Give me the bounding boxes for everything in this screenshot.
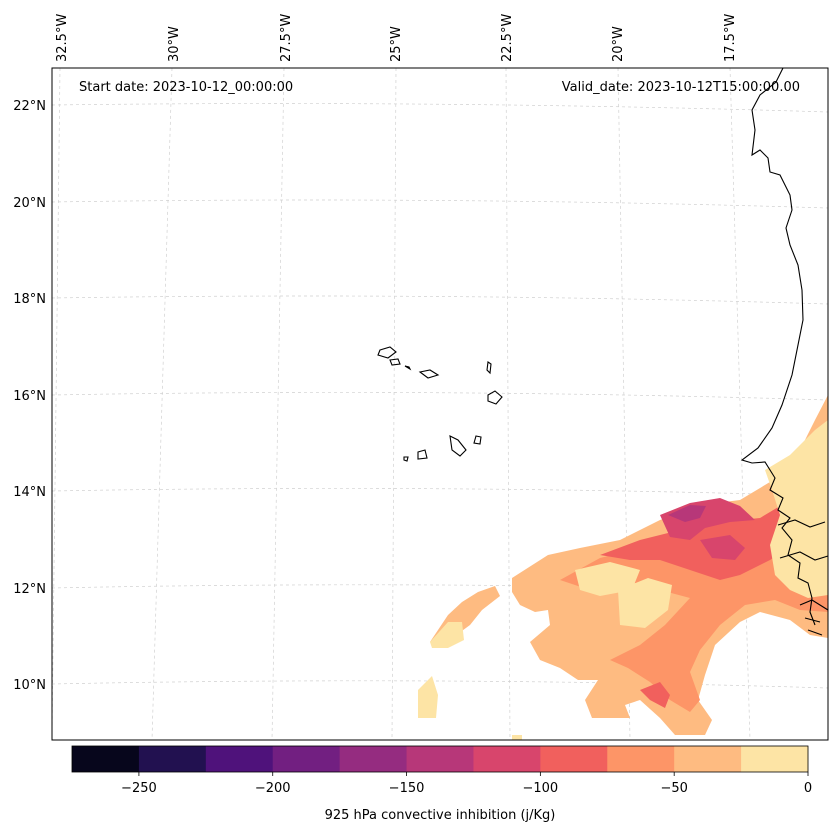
colorbar: −250 −200 −150 −100 −50 0 [71,745,812,796]
colorbar-tick-label: −50 [660,781,687,796]
colorbar-swatch [339,746,408,772]
colorbar-swatch [674,746,742,772]
graticule [51,67,829,741]
fogo-island [417,449,428,460]
brava-island [403,456,409,462]
map-frame [51,67,829,741]
maio-island [473,435,482,445]
cin-field [418,395,828,740]
lat-label: 14°N [13,485,46,500]
lat-label: 20°N [13,196,46,211]
colorbar-swatch [741,746,809,772]
colorbar-swatch [272,746,341,772]
colorbar-tick-label: −250 [121,781,157,796]
colorbar-tick-label: −100 [523,781,559,796]
lon-label: 32.5°W [55,14,70,62]
lon-label: 22.5°W [500,14,515,62]
colorbar-swatch [473,746,541,772]
colorbar-tick-label: −150 [389,781,425,796]
lon-label: 30°W [167,26,182,62]
santiago-island [449,435,467,457]
colorbar-label: 925 hPa convective inhibition (j/Kg) [324,808,556,823]
santo-antao-island [377,346,397,359]
colorbar-swatch [205,746,274,772]
cape-verde-islands [377,346,503,462]
lat-label: 16°N [13,389,46,404]
colorbar-swatch [138,746,207,772]
boa-vista-island [487,390,503,405]
lon-label: 25°W [389,26,404,62]
santa-luzia-island [404,365,412,371]
colorbar-swatch [72,746,140,772]
lat-label: 10°N [13,678,46,693]
start-date-label: Start date: 2023-10-12_00:00:00 [79,80,293,95]
lat-label: 12°N [13,582,46,597]
gambia-river [777,519,826,528]
longitude-labels: 32.5°W 30°W 27.5°W 25°W 22.5°W 20°W 17.5°W [55,14,738,62]
sao-nicolau-island [418,369,440,379]
colorbar-swatch [607,746,675,772]
bijagos-coast [799,599,829,636]
valid-date-label: Valid_date: 2023-10-12T15:00:00.00 [562,80,800,95]
lat-label: 18°N [13,292,46,307]
africa-coastline [740,67,816,626]
cin-region-magenta [668,505,706,522]
latitude-labels: 22°N 20°N 18°N 16°N 14°N 12°N 10°N [13,99,46,693]
cin-region-coral [600,470,828,708]
lon-label: 20°W [611,26,626,62]
colorbar-swatch [540,746,608,772]
coastlines [740,67,829,636]
lon-label: 17.5°W [723,14,738,62]
colorbar-swatch [406,746,474,772]
cin-region-pale [418,420,828,740]
sao-vicente-island [389,358,401,366]
colorbar-tick-label: 0 [804,781,812,796]
lon-label: 27.5°W [279,14,294,62]
casamance-coast [779,551,829,561]
lat-label: 22°N [13,99,46,114]
colorbar-tick-label: −200 [255,781,291,796]
colorbar-frame [71,745,809,773]
sal-island [486,361,492,375]
